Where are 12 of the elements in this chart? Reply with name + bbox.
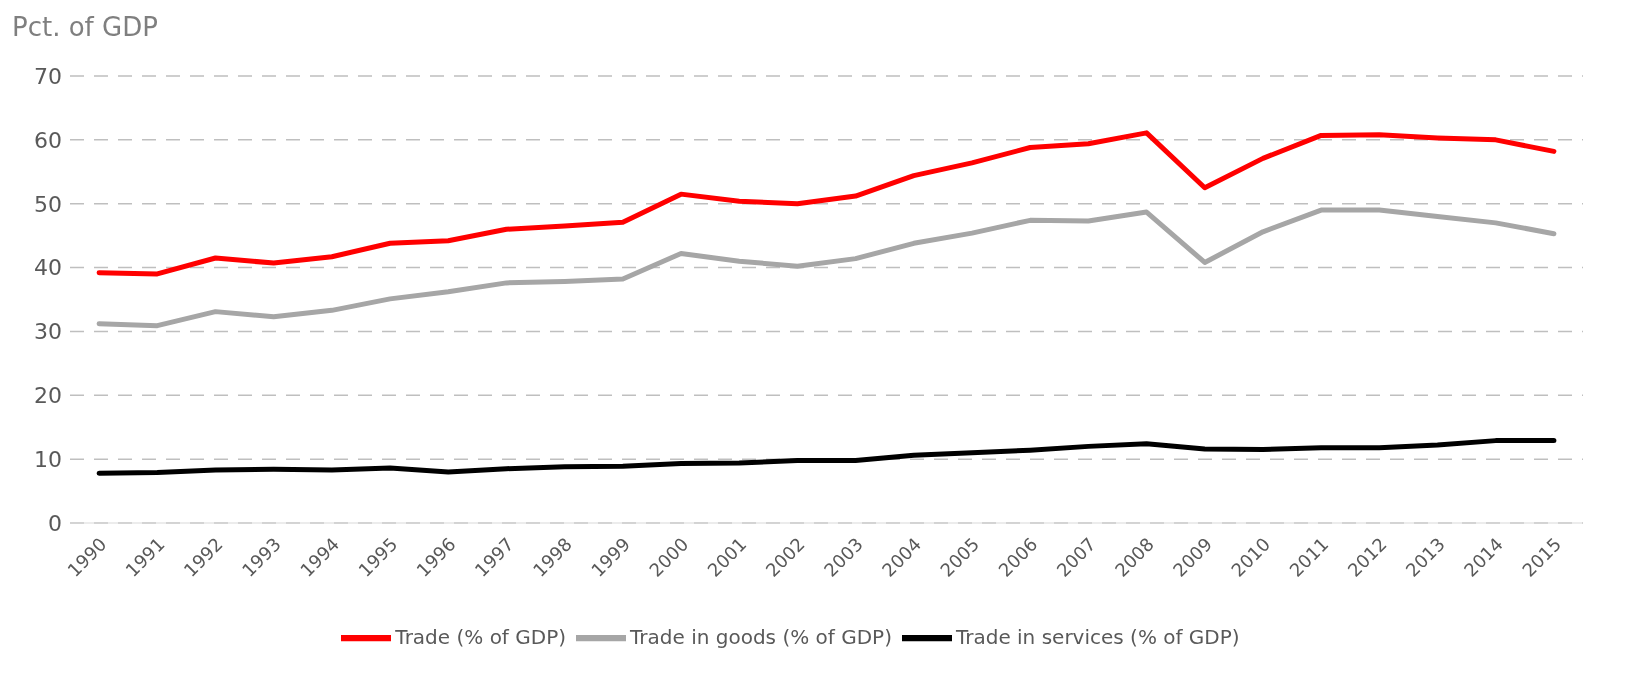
- y-axis-title: Pct. of GDP: [12, 12, 158, 42]
- y-tick-label: 40: [34, 255, 62, 281]
- legend-label: Trade in services (% of GDP): [955, 624, 1240, 649]
- y-tick-label: 50: [34, 191, 62, 217]
- y-tick-label: 10: [34, 446, 62, 472]
- y-tick-label: 0: [48, 510, 62, 536]
- y-tick-label: 30: [34, 319, 62, 345]
- y-tick-label: 20: [34, 383, 62, 409]
- y-tick-label: 70: [34, 63, 62, 89]
- y-tick-label: 60: [34, 127, 62, 153]
- legend-label: Trade (% of GDP): [395, 624, 567, 649]
- legend-label: Trade in goods (% of GDP): [630, 624, 892, 649]
